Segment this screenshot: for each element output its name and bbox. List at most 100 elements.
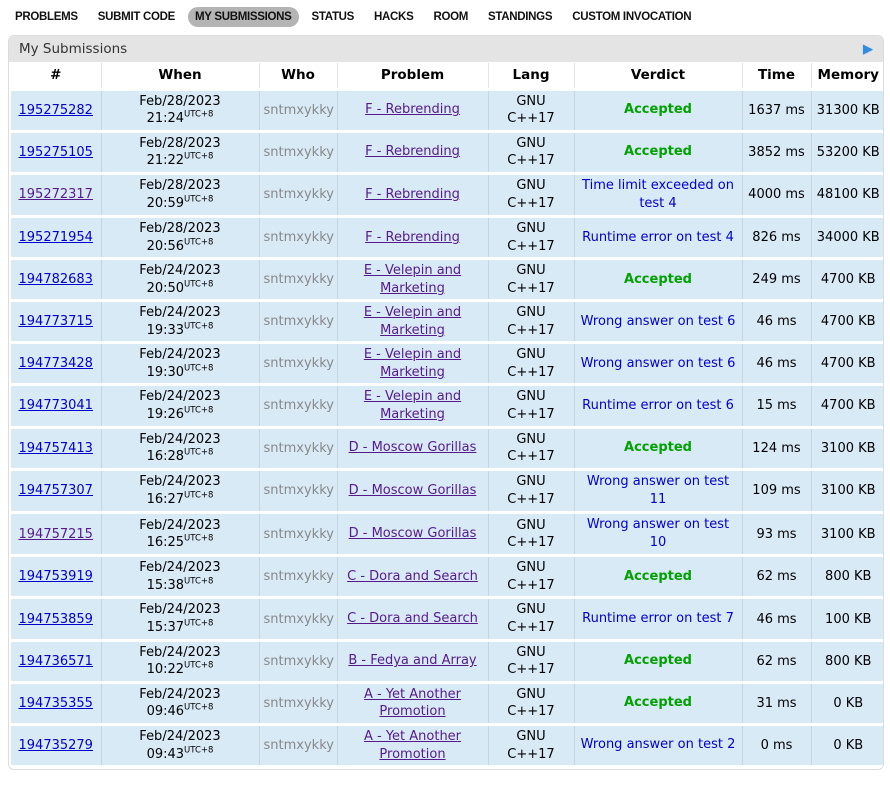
cell-submission-id: 194753919 <box>11 554 101 598</box>
cell-memory: 3100 KB <box>810 425 883 470</box>
cell-when: Feb/24/2023 09:43UTC+8 <box>100 722 259 766</box>
problem-link[interactable]: B - Fedya and Array <box>348 653 477 669</box>
user-link[interactable]: sntmxykky <box>263 187 334 203</box>
cell-lang: GNU C++17 <box>487 299 574 343</box>
timezone-label: UTC+8 <box>184 660 214 671</box>
user-link[interactable]: sntmxykky <box>263 440 334 456</box>
cell-problem: F - Rebrending <box>336 171 488 217</box>
user-link[interactable]: sntmxykky <box>263 738 334 753</box>
nav-item-problems[interactable]: PROBLEMS <box>15 11 78 23</box>
cell-lang: GNU C++17 <box>487 467 574 513</box>
submission-time: 16:27 <box>146 491 185 507</box>
user-link[interactable]: sntmxykky <box>263 483 334 499</box>
submission-id-link[interactable]: 194773715 <box>18 314 93 330</box>
cell-verdict: Runtime error on test 7 <box>573 596 742 641</box>
cell-lang: GNU C++17 <box>487 87 574 132</box>
problem-link[interactable]: D - Moscow Gorillas <box>348 526 477 542</box>
submission-id-link[interactable]: 195275105 <box>18 144 93 160</box>
submission-id-link[interactable]: 195271954 <box>18 230 93 246</box>
cell-verdict: Wrong answer on test 6 <box>573 341 742 385</box>
submissions-table: # When Who Problem Lang Verdict Time Memory 195… <box>11 63 883 766</box>
cell-time: 249 ms <box>741 257 811 301</box>
problem-link[interactable]: F - Rebrending <box>365 187 460 203</box>
cell-verdict: Accepted <box>573 425 742 470</box>
memory-consumed: 53200 KB <box>816 144 880 160</box>
submission-id-link[interactable]: 194753859 <box>18 611 93 627</box>
problem-link[interactable]: D - Moscow Gorillas <box>348 483 477 499</box>
submission-id-link[interactable]: 194736571 <box>18 653 93 669</box>
problem-link[interactable]: E - Velepin and Marketing <box>363 305 462 338</box>
submission-id-link[interactable]: 195272317 <box>18 187 93 203</box>
user-link[interactable]: sntmxykky <box>263 272 334 288</box>
nav-item-standings[interactable]: STANDINGS <box>488 11 553 23</box>
user-link[interactable]: sntmxykky <box>263 611 334 627</box>
cell-verdict: Time limit exceeded on test 4 <box>573 171 742 217</box>
problem-link[interactable]: A - Yet Another Promotion <box>363 728 462 762</box>
cell-verdict: Accepted <box>573 554 742 598</box>
user-link[interactable]: sntmxykky <box>263 653 334 669</box>
user-link[interactable]: sntmxykky <box>263 356 334 372</box>
user-link[interactable]: sntmxykky <box>263 314 334 330</box>
time-consumed: 46 ms <box>756 314 797 330</box>
nav-item-custom-invocation[interactable]: CUSTOM INVOCATION <box>572 11 692 23</box>
cell-lang: GNU C++17 <box>487 215 574 259</box>
problem-link[interactable]: E - Velepin and Marketing <box>363 347 462 380</box>
expand-arrow-icon[interactable]: ▶ <box>863 41 873 57</box>
table-row: 194753919 Feb/24/2023 15:38UTC+8 sntmxyk… <box>11 554 883 598</box>
nav-item-submit-code[interactable]: SUBMIT CODE <box>97 11 176 23</box>
cell-time: 46 ms <box>741 299 811 343</box>
nav-item-my-submissions[interactable]: MY SUBMISSIONS <box>187 7 299 27</box>
language-label: GNU C++17 <box>507 517 555 551</box>
user-link[interactable]: sntmxykky <box>263 398 334 414</box>
user-link[interactable]: sntmxykky <box>263 526 334 542</box>
submission-time: 15:37 <box>146 620 185 636</box>
submission-id-link[interactable]: 194782683 <box>18 272 93 288</box>
problem-link[interactable]: D - Moscow Gorillas <box>348 440 477 456</box>
submission-id-link[interactable]: 195275282 <box>18 102 93 118</box>
problem-link[interactable]: F - Rebrending <box>365 229 460 245</box>
submission-date: Feb/24/2023 <box>139 389 221 405</box>
submission-time: 19:26 <box>146 406 185 422</box>
user-link[interactable]: sntmxykky <box>263 695 334 711</box>
submission-id-link[interactable]: 194735279 <box>18 738 93 753</box>
verdict-text: Accepted <box>624 695 692 711</box>
problem-link[interactable]: E - Velepin and Marketing <box>363 263 462 296</box>
cell-time: 4000 ms <box>741 171 811 217</box>
cell-memory: 34000 KB <box>810 215 883 259</box>
cell-problem: F - Rebrending <box>336 87 488 132</box>
memory-consumed: 34000 KB <box>816 230 880 246</box>
nav-item-status[interactable]: STATUS <box>311 11 355 23</box>
user-link[interactable]: sntmxykky <box>263 230 334 246</box>
submission-id-link[interactable]: 194735355 <box>18 695 93 711</box>
problem-link[interactable]: C - Dora and Search <box>347 611 478 627</box>
time-consumed: 109 ms <box>752 483 801 499</box>
submission-id-link[interactable]: 194753919 <box>18 569 93 585</box>
time-consumed: 124 ms <box>752 440 801 456</box>
column-header-time: Time <box>741 63 811 89</box>
cell-memory: 48100 KB <box>810 171 883 217</box>
submission-id-link[interactable]: 194757307 <box>18 483 93 499</box>
problem-link[interactable]: F - Rebrending <box>365 102 460 118</box>
nav-item-room[interactable]: ROOM <box>433 11 469 23</box>
submission-id-link[interactable]: 194757215 <box>18 526 93 542</box>
cell-submission-id: 194773428 <box>11 341 101 385</box>
user-link[interactable]: sntmxykky <box>263 102 334 118</box>
submission-id-link[interactable]: 194773041 <box>18 398 93 414</box>
user-link[interactable]: sntmxykky <box>263 144 334 160</box>
problem-link[interactable]: A - Yet Another Promotion <box>363 686 462 720</box>
cell-verdict: Runtime error on test 4 <box>573 215 742 259</box>
user-link[interactable]: sntmxykky <box>263 569 334 585</box>
problem-link[interactable]: F - Rebrending <box>365 144 460 160</box>
cell-who: sntmxykky <box>258 425 337 470</box>
nav-item-hacks[interactable]: HACKS <box>374 11 414 23</box>
cell-time: 15 ms <box>741 383 811 428</box>
submissions-table-wrap: # When Who Problem Lang Verdict Time Memory 195… <box>9 62 883 770</box>
submission-id-link[interactable]: 194773428 <box>18 356 93 372</box>
cell-time: 46 ms <box>741 596 811 641</box>
cell-memory: 3100 KB <box>810 467 883 513</box>
cell-who: sntmxykky <box>258 215 337 259</box>
problem-link[interactable]: C - Dora and Search <box>347 569 478 585</box>
problem-link[interactable]: E - Velepin and Marketing <box>363 389 462 422</box>
submission-id-link[interactable]: 194757413 <box>18 440 93 456</box>
verdict-text: Wrong answer on test 11 <box>586 473 730 507</box>
